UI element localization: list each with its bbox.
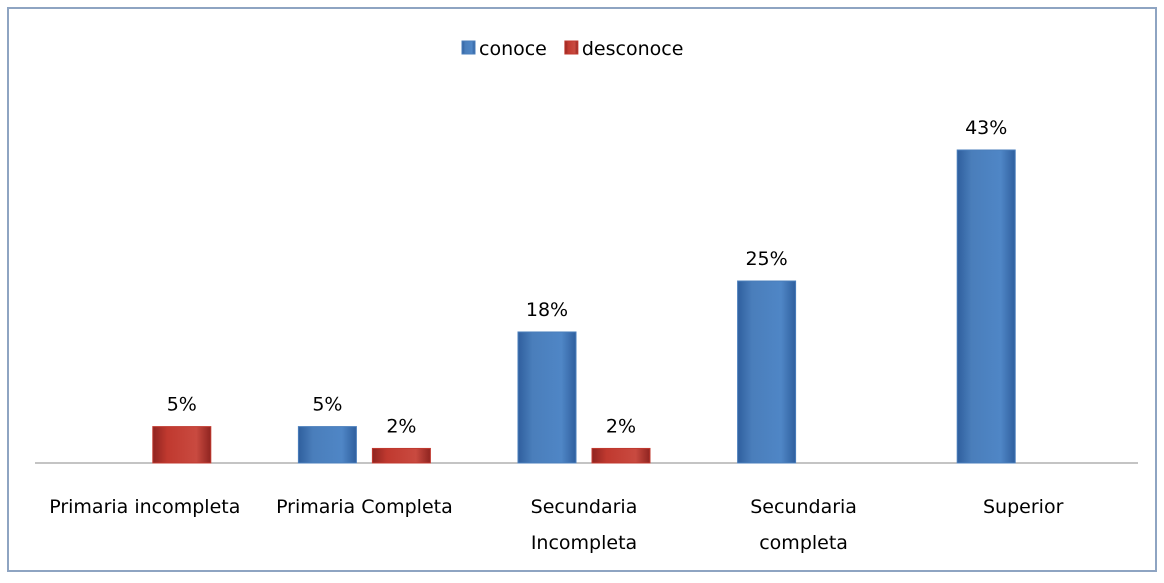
bar <box>517 331 577 464</box>
legend-swatch <box>461 40 476 55</box>
x-tick-label: Secundaria Incompleta <box>531 496 638 554</box>
bar <box>152 426 212 464</box>
bar <box>956 149 1016 464</box>
x-tick-label: Primaria incompleta <box>49 496 240 518</box>
data-label: 18% <box>526 299 568 321</box>
legend-label: desconoce <box>582 38 684 60</box>
x-tick-label: Primaria Completa <box>276 496 453 518</box>
data-label: 5% <box>312 394 342 416</box>
data-label: 43% <box>965 117 1007 139</box>
data-label: 2% <box>606 415 636 437</box>
x-tick-label: Secundaria completa <box>750 496 857 554</box>
bar <box>591 447 651 464</box>
data-label: 5% <box>167 394 197 416</box>
bar <box>737 280 797 464</box>
bar <box>371 447 431 464</box>
legend-label: conoce <box>479 38 547 60</box>
x-tick-label: Superior <box>983 496 1064 518</box>
bar <box>297 426 357 464</box>
data-label: 2% <box>386 415 416 437</box>
legend-swatch <box>564 40 579 55</box>
data-label: 25% <box>745 248 787 270</box>
